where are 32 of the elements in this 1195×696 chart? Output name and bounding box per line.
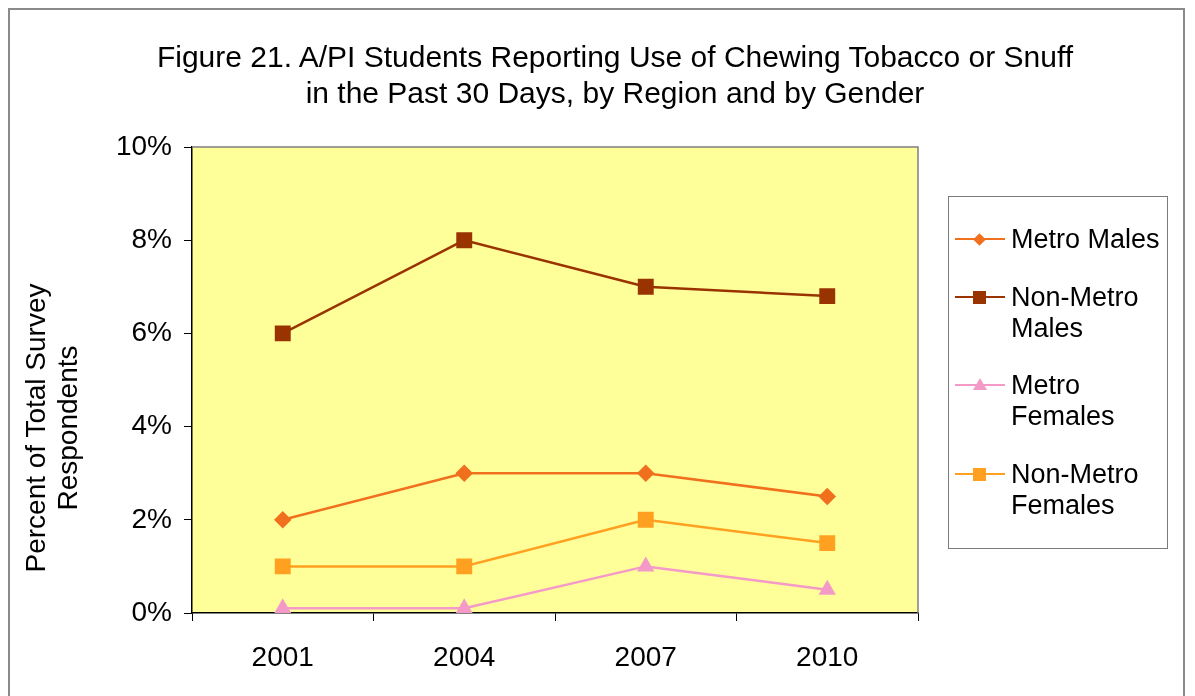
- point: [819, 535, 836, 552]
- chart-title: Figure 21. A/PI Students Reporting Use of Chewing Tobacco or Snuff in the Past 30 Days, by Region and by Gender: [155, 39, 1075, 111]
- point: [456, 558, 473, 575]
- y-tick-label: 0%: [131, 595, 172, 627]
- legend-label: Non-Metro Females: [1011, 459, 1140, 522]
- legend-label: Non-Metro Males: [1011, 281, 1140, 344]
- point: [819, 288, 836, 305]
- point: [819, 488, 836, 505]
- point: [637, 278, 654, 295]
- x-tick-label: 2001: [251, 640, 314, 672]
- y-tick-label: 8%: [131, 222, 172, 254]
- y-tick-label: 2%: [131, 502, 172, 534]
- legend-label: Metro Males: [1011, 223, 1161, 255]
- legend-label: Metro Females: [1011, 370, 1116, 433]
- y-tick-label: 10%: [115, 129, 172, 161]
- point: [456, 464, 473, 482]
- point: [456, 232, 473, 249]
- point: [275, 599, 291, 613]
- point: [456, 599, 472, 613]
- point: [638, 557, 654, 572]
- x-tick-label: 2004: [433, 640, 496, 672]
- x-tick-label: 2010: [796, 640, 859, 672]
- point: [274, 325, 291, 342]
- point: [274, 511, 291, 529]
- y-axis-title: Percent of Total Survey Respondents: [20, 282, 84, 575]
- x-tick-label: 2007: [614, 640, 677, 672]
- y-tick-label: 4%: [131, 409, 172, 441]
- point: [274, 558, 291, 575]
- point: [637, 511, 654, 528]
- y-tick-label: 6%: [131, 316, 172, 348]
- point: [819, 580, 835, 595]
- point: [637, 464, 654, 482]
